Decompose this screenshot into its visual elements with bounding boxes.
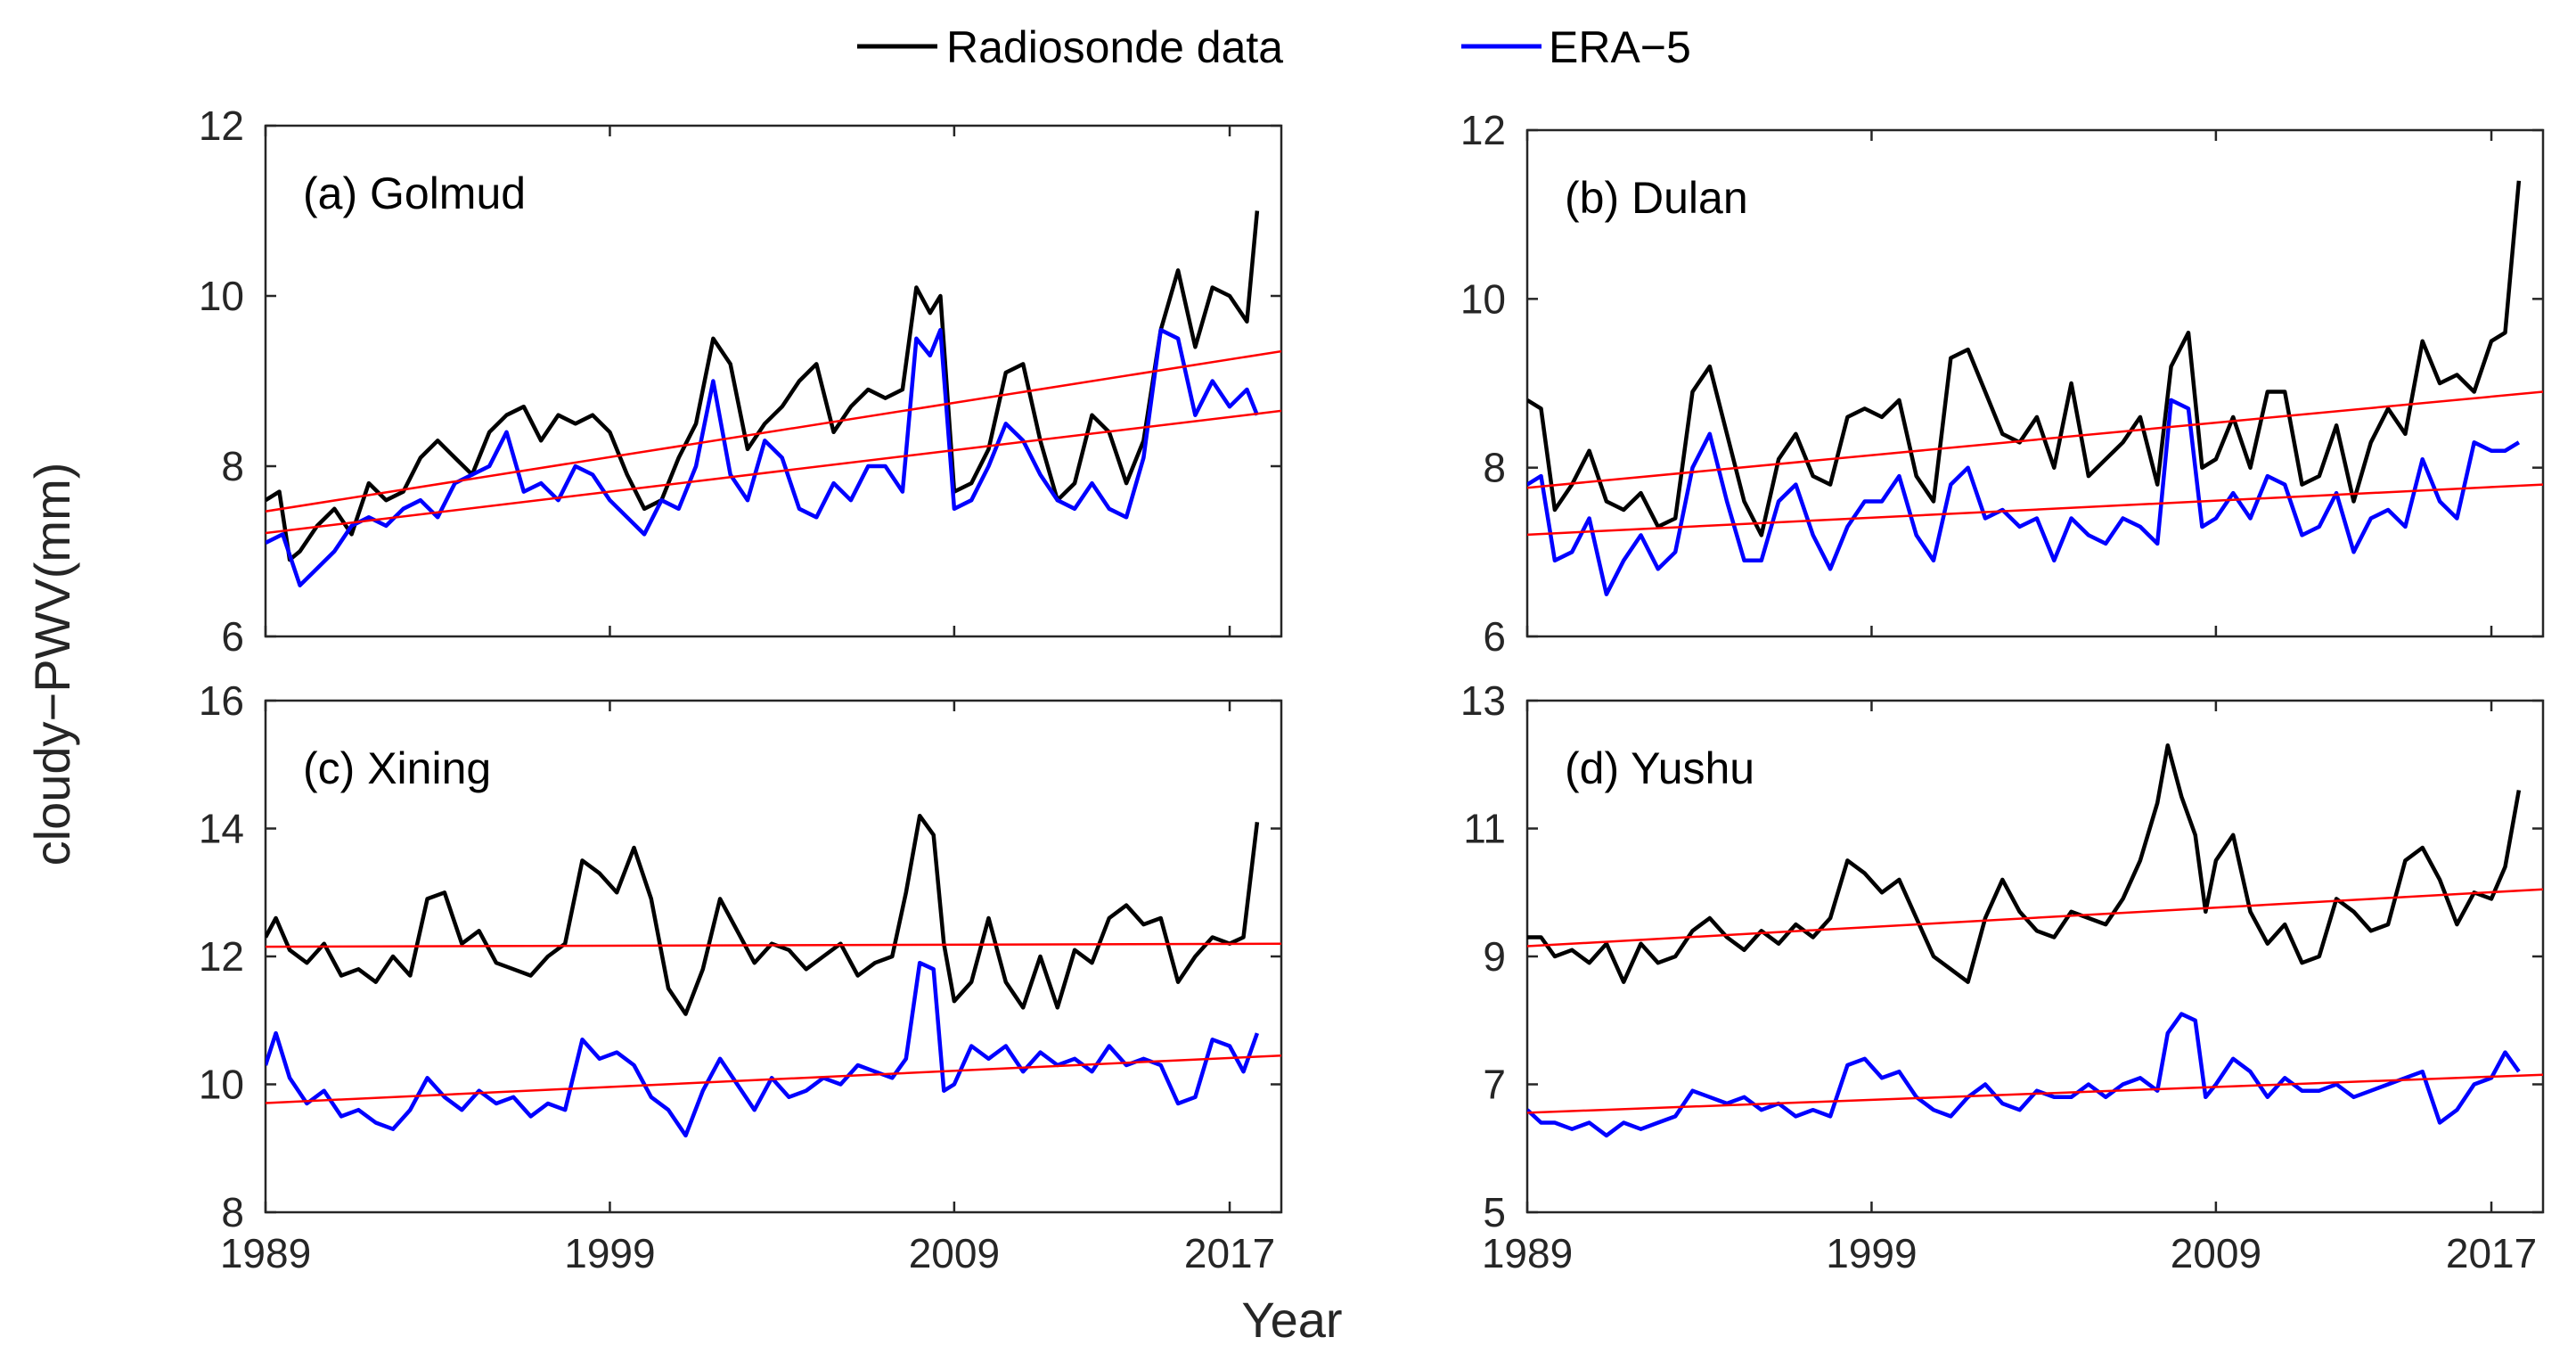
series-line-radiosonde-trend — [1527, 888, 2543, 948]
y-tick-label: 7 — [1483, 1062, 1506, 1108]
y-tick-label: 10 — [199, 1062, 244, 1108]
y-axis-title: cloudy−PWV(mm) — [24, 463, 80, 866]
y-tick-label: 8 — [1483, 445, 1506, 491]
series-line-era-5-trend — [266, 409, 1281, 535]
series-line-radiosonde-data — [1527, 180, 2522, 537]
legend-era5-label: ERA−5 — [1549, 22, 1691, 72]
x-tick-label: 1999 — [564, 1230, 655, 1276]
y-tick-label: 10 — [1460, 275, 1506, 322]
series-line-radiosonde-data — [1527, 743, 2522, 984]
y-tick-label: 10 — [199, 273, 244, 319]
series-line-era-5 — [1527, 1012, 2521, 1138]
series-line-radiosonde-data — [266, 813, 1260, 1016]
y-tick-label: 5 — [1483, 1189, 1506, 1235]
plot-area-frame — [1525, 128, 2545, 638]
y-tick-label: 9 — [1483, 933, 1506, 980]
legend-radiosonde-label: Radiosonde data — [946, 22, 1283, 72]
x-tick-label: 2017 — [2446, 1230, 2537, 1276]
y-tick-label: 13 — [1460, 677, 1506, 724]
y-tick-label: 14 — [199, 806, 244, 852]
x-tick-label: 2009 — [2171, 1230, 2261, 1276]
y-tick-label: 12 — [199, 933, 244, 980]
series-line-era-5 — [266, 327, 1259, 587]
series-line-era-5-trend — [1527, 1073, 2543, 1114]
series-group — [1527, 743, 2543, 1138]
x-tick-label: 2017 — [1184, 1230, 1275, 1276]
series-line-radiosonde-trend — [266, 349, 1281, 513]
x-axis-title: Year — [1241, 1292, 1342, 1348]
series-line-era-5 — [266, 960, 1260, 1138]
x-tick-label: 1999 — [1826, 1230, 1917, 1276]
series-line-era-5-trend — [266, 1054, 1281, 1104]
panel-yushu: 5 7 9 11 13 1989 1999 2009 2017 (d) Yushu — [1460, 677, 2545, 1276]
plot-area-frame — [264, 124, 1283, 638]
legend: Radiosonde data ERA−5 — [857, 22, 1691, 72]
y-tick-label: 11 — [1463, 806, 1506, 852]
y-tick-label: 8 — [221, 1189, 244, 1235]
panel-dulan: 6 8 10 12 (b) Dulan — [1460, 107, 2545, 660]
x-tick-label: 2009 — [909, 1230, 1000, 1276]
y-tick-label: 8 — [221, 443, 244, 489]
y-tick-label: 12 — [199, 103, 244, 149]
panel-xining: 8 10 12 14 16 1989 1999 2009 2017 (c) Xining — [199, 677, 1283, 1276]
series-line-radiosonde-trend — [266, 942, 1281, 948]
y-tick-label: 6 — [1483, 613, 1506, 660]
series-line-era-5-trend — [1527, 483, 2543, 537]
series-group — [266, 813, 1281, 1138]
series-group — [1527, 180, 2543, 596]
y-tick-label: 6 — [221, 613, 244, 660]
panel-title: (a) Golmud — [303, 168, 526, 218]
panel-title: (b) Dulan — [1565, 173, 1748, 223]
series-line-era-5 — [1527, 398, 2521, 596]
series-line-radiosonde-data — [266, 210, 1260, 562]
x-tick-label: 1989 — [1482, 1230, 1573, 1276]
panel-title: (c) Xining — [303, 743, 491, 793]
series-group — [266, 210, 1281, 587]
panel-golmud: 6 8 10 12 (a) Golmud — [199, 103, 1283, 660]
panel-title: (d) Yushu — [1565, 743, 1754, 793]
series-line-radiosonde-trend — [1527, 390, 2543, 489]
y-tick-label: 16 — [199, 677, 244, 724]
y-tick-label: 12 — [1460, 107, 1506, 153]
x-tick-label: 1989 — [220, 1230, 311, 1276]
